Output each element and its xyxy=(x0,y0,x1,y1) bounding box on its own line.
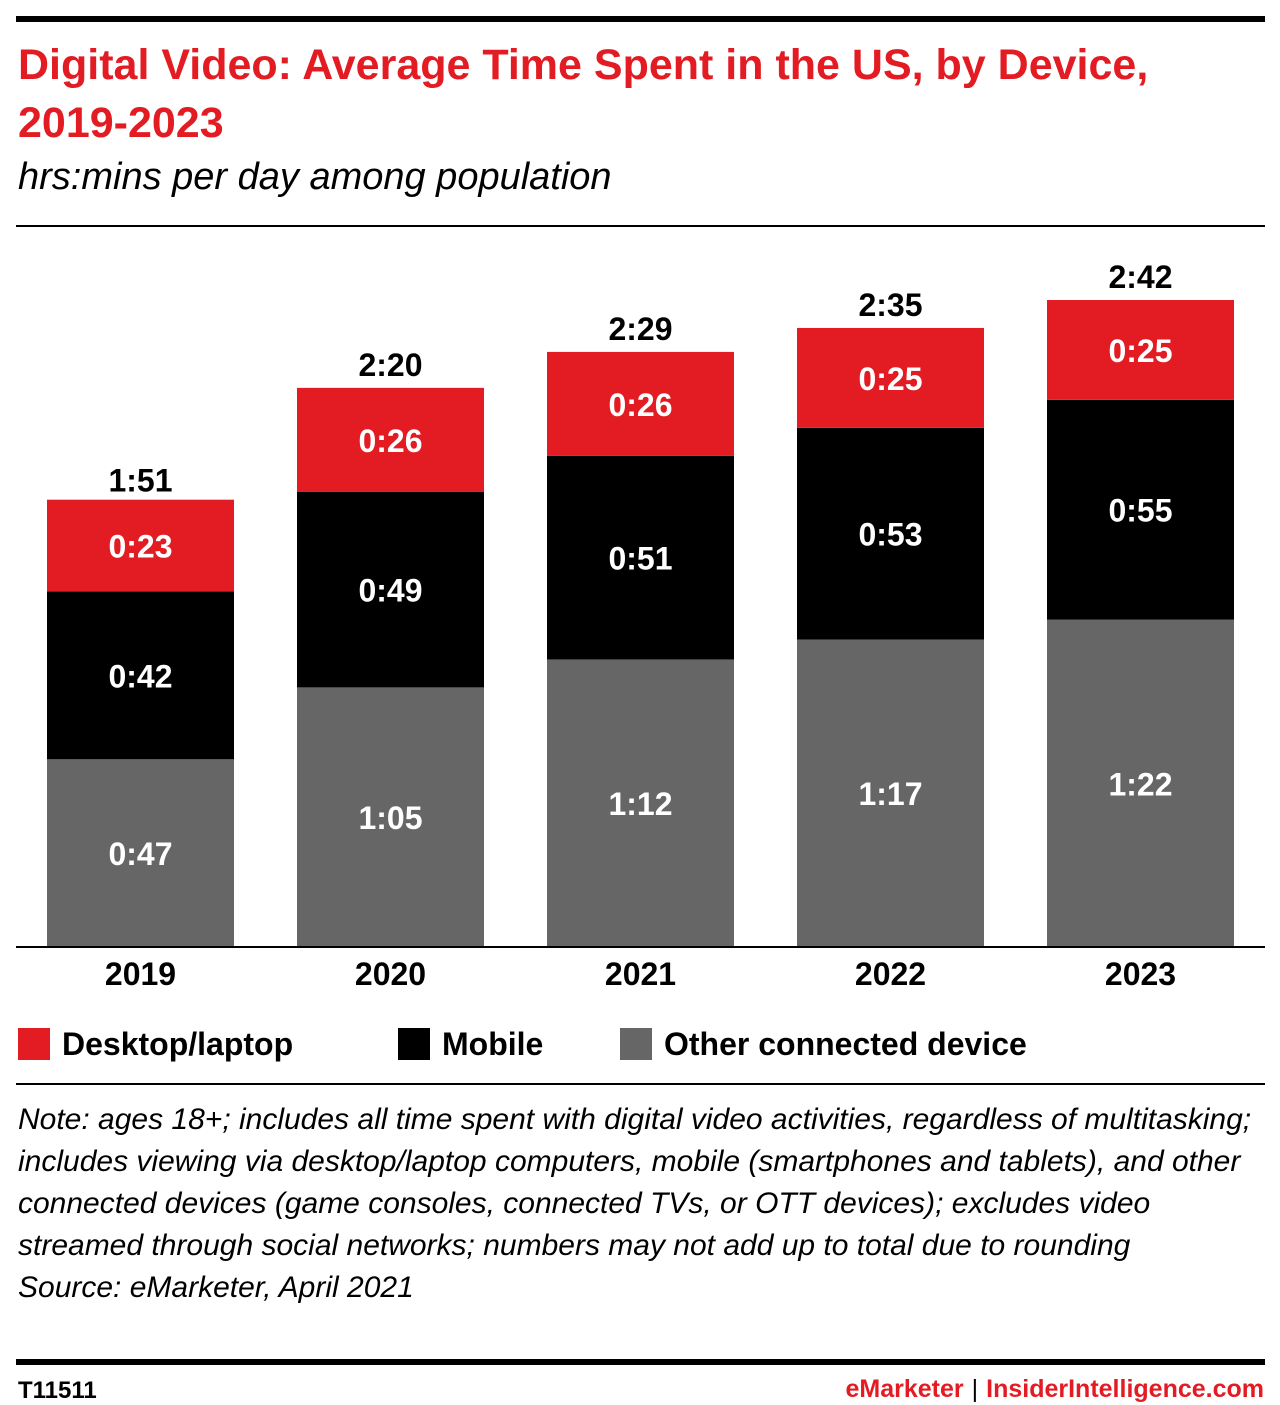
top-rule xyxy=(16,16,1265,22)
segment-label-2023-0: 1:22 xyxy=(1108,766,1172,802)
legend-swatch-other xyxy=(620,1028,652,1060)
bar-segment-2019-2 xyxy=(47,499,234,592)
bar-segment-2019-0 xyxy=(47,759,234,947)
legend-item-desktop: Desktop/laptop xyxy=(18,1022,293,1066)
segment-label-2019-2: 0:23 xyxy=(108,529,172,565)
x-tick-label-2019: 2019 xyxy=(105,956,176,992)
bar-segment-2023-0 xyxy=(1047,619,1234,947)
segment-label-2020-1: 0:49 xyxy=(358,573,422,609)
bar-segment-2019-1 xyxy=(47,591,234,760)
bar-segment-2020-0 xyxy=(297,687,484,947)
brand-insider-intelligence: InsiderIntelligence.com xyxy=(986,1375,1264,1403)
legend: Desktop/laptop Mobile Other connected de… xyxy=(18,1022,1258,1066)
segment-label-2022-2: 0:25 xyxy=(858,361,922,397)
header-divider xyxy=(16,225,1265,227)
total-label-2023: 2:42 xyxy=(1108,259,1172,295)
legend-label-other: Other connected device xyxy=(664,1025,1027,1062)
segment-label-2019-1: 0:42 xyxy=(108,658,172,694)
segment-label-2020-0: 1:05 xyxy=(358,800,422,836)
segment-label-2021-1: 0:51 xyxy=(608,541,672,577)
bar-segment-2022-0 xyxy=(797,639,984,947)
segment-label-2022-1: 0:53 xyxy=(858,517,922,553)
legend-label-mobile: Mobile xyxy=(442,1025,544,1062)
legend-swatch-mobile xyxy=(398,1028,430,1060)
source-text: Source: eMarketer, April 2021 xyxy=(18,1271,414,1304)
segment-label-2023-2: 0:25 xyxy=(1108,333,1172,369)
bar-segment-2023-1 xyxy=(1047,399,1234,620)
chart-title: Digital Video: Average Time Spent in the… xyxy=(18,41,1149,147)
legend-item-other: Other connected device xyxy=(620,1022,1027,1066)
x-tick-label-2023: 2023 xyxy=(1105,956,1176,992)
segment-label-2021-2: 0:26 xyxy=(608,387,672,423)
chart-id: T11511 xyxy=(18,1377,97,1404)
stacked-bar-chart: 0:47 0:42 0:23 1:51 2019 1:05 0:49 0:26 2:20 2020… xyxy=(16,259,1265,992)
segment-label-2019-0: 0:47 xyxy=(108,836,172,872)
bar-segment-2020-1 xyxy=(297,491,484,688)
legend-label-desktop: Desktop/laptop xyxy=(62,1025,294,1062)
footer-brand: eMarketer | InsiderIntelligence.com xyxy=(846,1375,1265,1404)
total-label-2022: 2:35 xyxy=(858,287,922,323)
total-label-2020: 2:20 xyxy=(358,347,422,383)
bar-segment-2023-2 xyxy=(1047,300,1234,400)
segment-label-2023-1: 0:55 xyxy=(1108,493,1172,529)
total-label-2021: 2:29 xyxy=(608,311,672,347)
footer-rule xyxy=(16,1359,1265,1365)
bar-segment-2021-1 xyxy=(547,455,734,660)
total-label-2019: 1:51 xyxy=(108,463,172,499)
bar-segment-2020-2 xyxy=(297,387,484,492)
brand-emarketer: eMarketer xyxy=(845,1375,964,1403)
chart-subtitle: hrs:mins per day among population xyxy=(18,156,612,198)
x-tick-label-2020: 2020 xyxy=(355,956,426,992)
segment-label-2022-0: 1:17 xyxy=(858,776,922,812)
legend-item-mobile: Mobile xyxy=(398,1022,543,1066)
bar-segment-2021-0 xyxy=(547,659,734,947)
legend-swatch-desktop xyxy=(18,1028,50,1060)
bar-segment-2022-2 xyxy=(797,327,984,428)
legend-divider xyxy=(16,1083,1265,1085)
brand-separator: | xyxy=(971,1375,979,1403)
chart-note: Note: ages 18+; includes all time spent … xyxy=(18,1099,1263,1309)
note-text: Note: ages 18+; includes all time spent … xyxy=(18,1103,1252,1262)
x-tick-label-2022: 2022 xyxy=(855,956,926,992)
bar-segment-2022-1 xyxy=(797,427,984,640)
bar-segment-2021-2 xyxy=(547,351,734,456)
segment-label-2020-2: 0:26 xyxy=(358,423,422,459)
segment-label-2021-0: 1:12 xyxy=(608,786,672,822)
x-tick-label-2021: 2021 xyxy=(605,956,676,992)
